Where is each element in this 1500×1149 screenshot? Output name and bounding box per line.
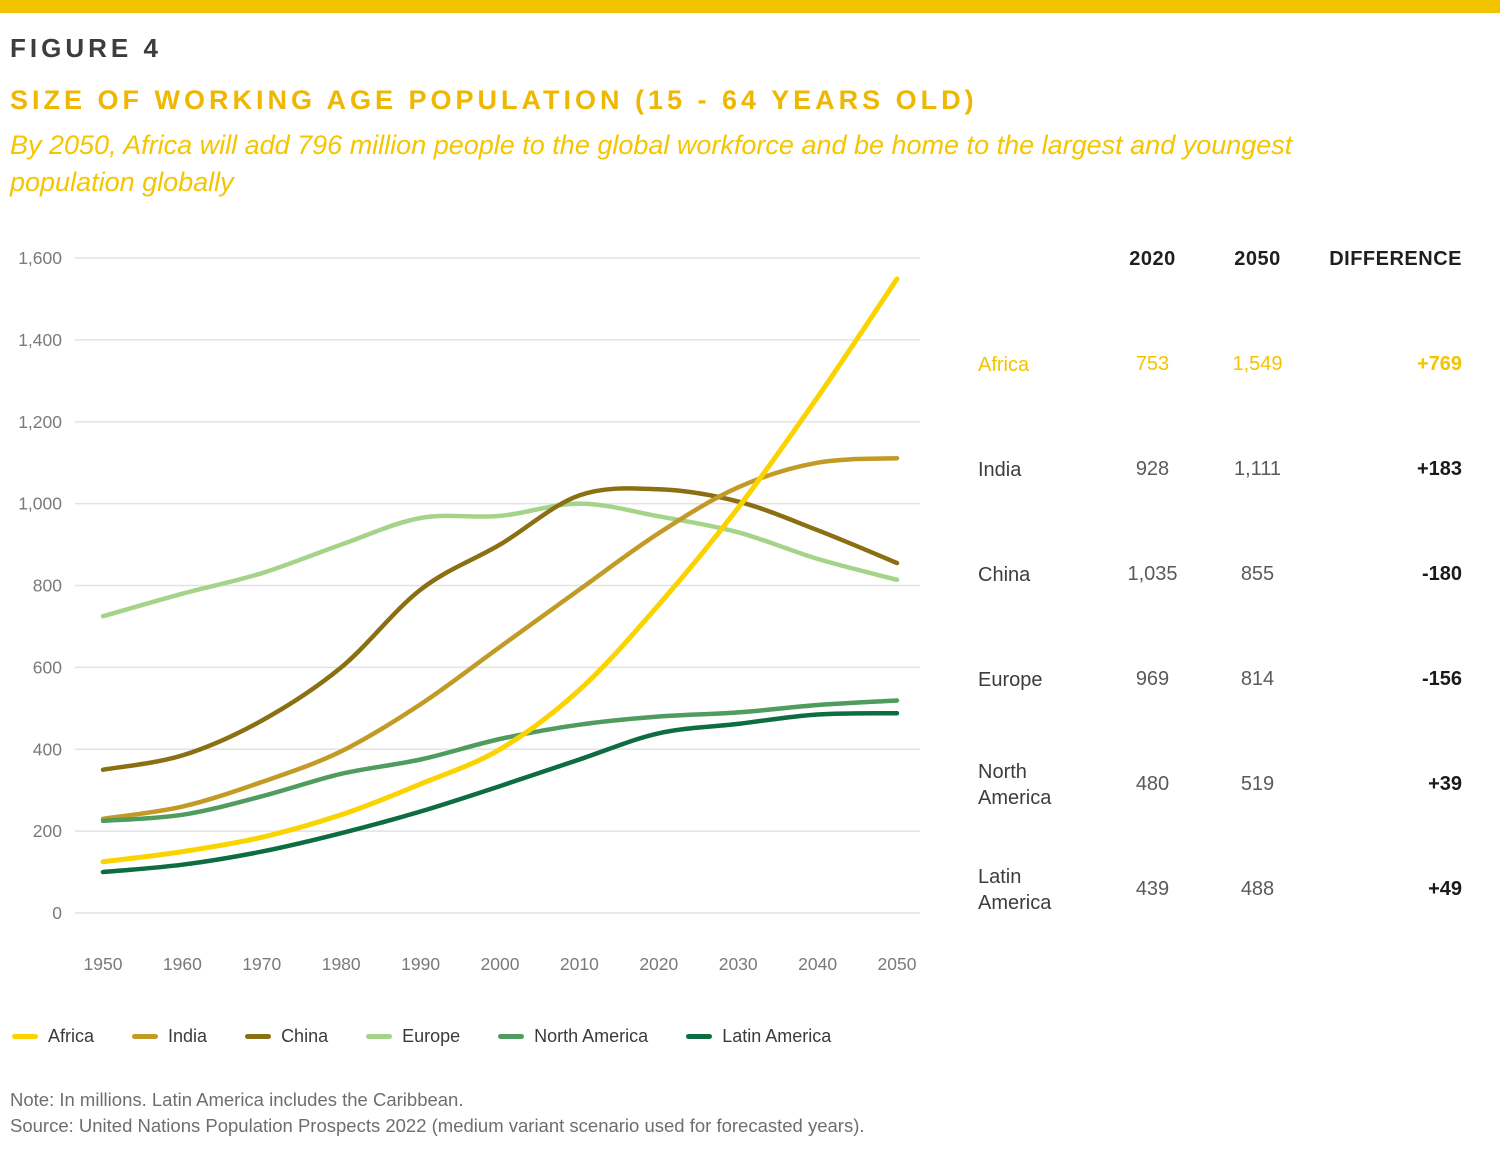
y-tick-label: 0 (52, 903, 62, 923)
line-north-america (100, 698, 900, 824)
table-row-latin-america: Latin America 439 488 +49 (978, 837, 1462, 942)
legend-item-india: India (132, 1026, 207, 1047)
legend-label: China (281, 1026, 329, 1046)
value-difference: -180 (1421, 563, 1462, 585)
table-row-africa: Africa 753 1,549 +769 (978, 312, 1462, 417)
value-2050: 814 (1240, 668, 1275, 690)
legend-item-europe: Europe (366, 1026, 460, 1047)
row-label: Africa (978, 353, 1030, 376)
x-tick-label: 2000 (481, 954, 520, 974)
x-tick-label: 2050 (878, 954, 917, 974)
value-difference: +49 (1428, 878, 1462, 900)
value-2050: 1,111 (1233, 458, 1282, 480)
page-title: SIZE OF WORKING AGE POPULATION (15 - 64 … (10, 85, 978, 115)
value-difference: -156 (1421, 668, 1462, 690)
value-2020: 480 (1135, 773, 1170, 795)
page-subtitle: By 2050, Africa will add 796 million peo… (10, 130, 1293, 197)
population-chart: 0 200 400 600 800 1,000 1,200 1,400 1,600 1950 196… (18, 248, 920, 974)
value-difference: +769 (1416, 353, 1462, 375)
y-tick-label: 1,600 (18, 248, 62, 268)
y-tick-label: 800 (33, 576, 62, 596)
footnotes: Note: In millions. Latin America include… (10, 1087, 865, 1139)
y-tick-label: 1,200 (18, 412, 62, 432)
y-tick-label: 400 (33, 739, 62, 759)
line-latin-america (100, 710, 900, 875)
table-header-row: 2020 2050 DIFFERENCE (978, 244, 1462, 274)
row-label: Europe (978, 668, 1043, 691)
value-2020: 1,035 (1127, 563, 1178, 585)
line-india (100, 455, 900, 822)
x-tick-label: 1990 (401, 954, 440, 974)
chart-legend: Africa India China Europe North America … (12, 1026, 831, 1047)
legend-item-china: China (245, 1026, 328, 1047)
legend-label: North America (534, 1026, 649, 1046)
legend-item-north-america: North America (498, 1026, 648, 1047)
table-row-europe: Europe 969 814 -156 (978, 627, 1462, 732)
y-tick-label: 200 (33, 821, 62, 841)
india-line-swatch-icon (132, 1034, 159, 1039)
africa-line-swatch-icon (12, 1034, 38, 1039)
table-row-north-america: North America 480 519 +39 (978, 732, 1462, 837)
x-tick-label: 1980 (322, 954, 361, 974)
legend-label: Latin America (722, 1026, 832, 1046)
x-tick-label: 2040 (798, 954, 837, 974)
row-label: China (978, 563, 1031, 586)
value-2050: 1,549 (1232, 353, 1283, 375)
value-2020: 969 (1135, 668, 1170, 690)
top-accent-bar (0, 0, 1500, 13)
y-tick-label: 1,000 (18, 494, 62, 514)
north-america-line-swatch-icon (498, 1034, 525, 1039)
x-tick-label: 1960 (163, 954, 202, 974)
x-tick-label: 1950 (84, 954, 123, 974)
chart-area: 0 200 400 600 800 1,000 1,200 1,400 1,600 1950 196… (0, 240, 940, 1020)
figure-label: FIGURE 4 (10, 33, 162, 63)
legend-item-africa: Africa (12, 1026, 94, 1047)
legend-label: Africa (48, 1026, 95, 1046)
summary-table: 2020 2050 DIFFERENCE Africa 753 1,549 +7… (978, 244, 1462, 942)
value-2050: 519 (1240, 773, 1275, 795)
value-2020: 928 (1135, 458, 1170, 480)
row-label: India (978, 458, 1022, 481)
legend-label: Europe (402, 1026, 461, 1046)
legend-item-latin-america: Latin America (686, 1026, 831, 1047)
x-tick-label: 2010 (560, 954, 599, 974)
line-africa (100, 276, 900, 865)
table-header-2020: 2020 (1129, 247, 1176, 270)
china-line-swatch-icon (245, 1034, 272, 1039)
value-2020: 753 (1135, 353, 1170, 375)
x-tick-label: 2030 (719, 954, 758, 974)
latin-america-line-swatch-icon (686, 1034, 713, 1039)
legend-label: India (168, 1026, 208, 1046)
europe-line-swatch-icon (366, 1034, 393, 1039)
x-tick-label: 2020 (639, 954, 678, 974)
y-tick-label: 600 (33, 657, 62, 677)
line-europe (100, 501, 900, 619)
table-row-china: China 1,035 855 -180 (978, 522, 1462, 627)
value-difference: +39 (1428, 773, 1462, 795)
table-header-2050: 2050 (1234, 247, 1281, 270)
row-label: North America (978, 760, 1052, 809)
value-2050: 488 (1240, 878, 1275, 900)
value-2020: 439 (1135, 878, 1170, 900)
y-tick-label: 1,400 (18, 330, 62, 350)
value-difference: +183 (1416, 458, 1462, 480)
source-line: Source: United Nations Population Prospe… (10, 1115, 865, 1136)
table-header-difference: DIFFERENCE (1329, 247, 1462, 270)
line-china (100, 486, 900, 772)
value-2050: 855 (1240, 563, 1275, 585)
x-tick-label: 1970 (242, 954, 281, 974)
row-label: Latin America (978, 865, 1052, 914)
table-row-india: India 928 1,111 +183 (978, 417, 1462, 522)
note-line: Note: In millions. Latin America include… (10, 1089, 464, 1110)
